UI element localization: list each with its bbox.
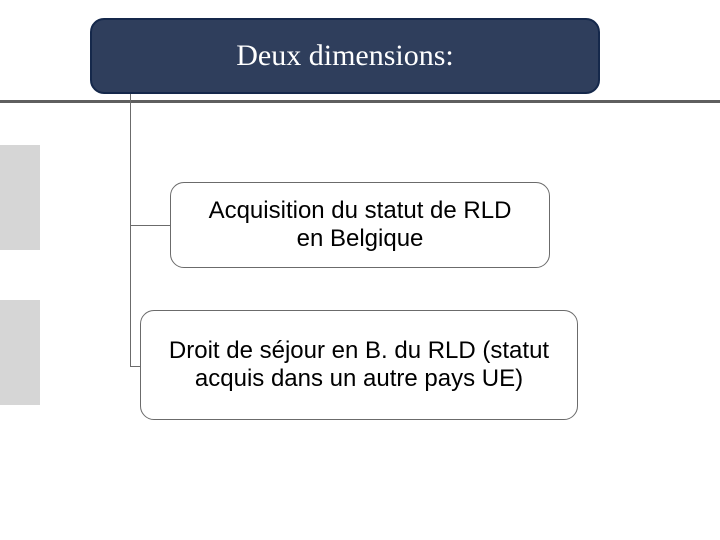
connector-branch bbox=[130, 225, 170, 226]
connector-trunk bbox=[130, 94, 131, 366]
horizontal-divider bbox=[0, 100, 720, 103]
sidebar-block bbox=[0, 145, 40, 250]
title-node: Deux dimensions: bbox=[90, 18, 600, 94]
child-node: Droit de séjour en B. du RLD (statut acq… bbox=[140, 310, 578, 420]
child-node: Acquisition du statut de RLD en Belgique bbox=[170, 182, 550, 268]
title-text: Deux dimensions: bbox=[236, 39, 454, 73]
child-node-text: Droit de séjour en B. du RLD (statut acq… bbox=[161, 337, 557, 393]
sidebar-block bbox=[0, 300, 40, 405]
child-node-text: Acquisition du statut de RLD en Belgique bbox=[201, 197, 519, 253]
connector-branch bbox=[130, 366, 140, 367]
